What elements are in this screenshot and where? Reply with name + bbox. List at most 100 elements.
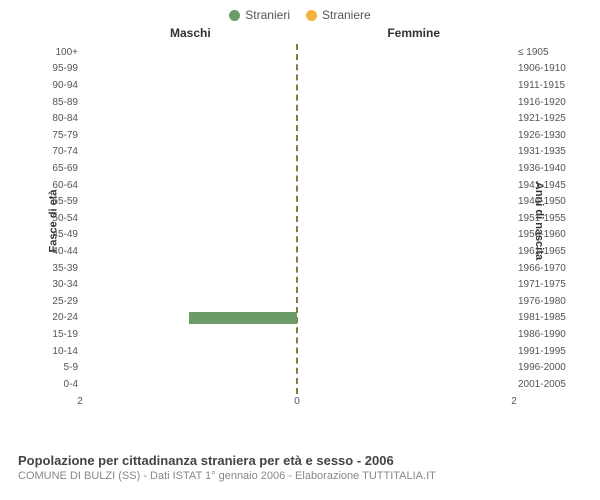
column-header-female: Femmine bbox=[387, 26, 440, 40]
legend: Stranieri Straniere bbox=[0, 0, 600, 26]
age-label: 100+ bbox=[34, 47, 78, 58]
bar-area bbox=[80, 129, 514, 141]
birth-year-label: 1936-1940 bbox=[518, 163, 578, 174]
male-bar bbox=[189, 312, 298, 324]
bar-area bbox=[80, 179, 514, 191]
chart-row: 75-791926-1930 bbox=[80, 127, 514, 144]
age-label: 0-4 bbox=[34, 379, 78, 390]
x-axis: 2 0 2 bbox=[80, 396, 514, 410]
birth-year-label: 1906-1910 bbox=[518, 63, 578, 74]
chart-row: 100+≤ 1905 bbox=[80, 44, 514, 61]
bar-area bbox=[80, 146, 514, 158]
population-pyramid-chart: Maschi Femmine Fasce di età Anni di nasc… bbox=[20, 26, 580, 416]
bar-area bbox=[80, 79, 514, 91]
birth-year-label: 1951-1955 bbox=[518, 213, 578, 224]
birth-year-label: 1996-2000 bbox=[518, 362, 578, 373]
chart-row: 60-641941-1945 bbox=[80, 177, 514, 194]
chart-row: 55-591946-1950 bbox=[80, 193, 514, 210]
birth-year-label: 1921-1925 bbox=[518, 113, 578, 124]
birth-year-label: 1946-1950 bbox=[518, 196, 578, 207]
chart-row: 25-291976-1980 bbox=[80, 293, 514, 310]
bar-area bbox=[80, 312, 514, 324]
birth-year-label: 1956-1960 bbox=[518, 229, 578, 240]
chart-row: 95-991906-1910 bbox=[80, 61, 514, 78]
birth-year-label: 1926-1930 bbox=[518, 130, 578, 141]
birth-year-label: 1981-1985 bbox=[518, 312, 578, 323]
column-header-male: Maschi bbox=[170, 26, 211, 40]
bar-area bbox=[80, 328, 514, 340]
chart-row: 35-391966-1970 bbox=[80, 260, 514, 277]
chart-row: 90-941911-1915 bbox=[80, 77, 514, 94]
age-label: 50-54 bbox=[34, 213, 78, 224]
x-tick: 2 bbox=[77, 396, 83, 407]
birth-year-label: 2001-2005 bbox=[518, 379, 578, 390]
x-tick: 2 bbox=[511, 396, 517, 407]
birth-year-label: 1916-1920 bbox=[518, 97, 578, 108]
x-tick: 0 bbox=[294, 396, 300, 407]
legend-label-male: Stranieri bbox=[245, 8, 290, 22]
bar-area bbox=[80, 378, 514, 390]
bar-area bbox=[80, 229, 514, 241]
plot-area: 100+≤ 190595-991906-191090-941911-191585… bbox=[80, 44, 514, 394]
bar-area bbox=[80, 195, 514, 207]
birth-year-label: 1961-1965 bbox=[518, 246, 578, 257]
legend-label-female: Straniere bbox=[322, 8, 371, 22]
age-label: 85-89 bbox=[34, 97, 78, 108]
chart-row: 45-491956-1960 bbox=[80, 227, 514, 244]
bar-area bbox=[80, 361, 514, 373]
birth-year-label: 1941-1945 bbox=[518, 180, 578, 191]
chart-row: 0-42001-2005 bbox=[80, 376, 514, 393]
bar-area bbox=[80, 262, 514, 274]
bar-area bbox=[80, 278, 514, 290]
chart-row: 15-191986-1990 bbox=[80, 326, 514, 343]
age-label: 45-49 bbox=[34, 229, 78, 240]
bar-area bbox=[80, 295, 514, 307]
age-label: 55-59 bbox=[34, 196, 78, 207]
birth-year-label: 1986-1990 bbox=[518, 329, 578, 340]
chart-row: 5-91996-2000 bbox=[80, 359, 514, 376]
birth-year-label: ≤ 1905 bbox=[518, 47, 578, 58]
chart-footer: Popolazione per cittadinanza straniera p… bbox=[18, 453, 582, 482]
birth-year-label: 1966-1970 bbox=[518, 263, 578, 274]
age-label: 20-24 bbox=[34, 312, 78, 323]
chart-row: 20-241981-1985 bbox=[80, 310, 514, 327]
chart-row: 80-841921-1925 bbox=[80, 110, 514, 127]
chart-row: 10-141991-1995 bbox=[80, 343, 514, 360]
age-label: 80-84 bbox=[34, 113, 78, 124]
bar-area bbox=[80, 112, 514, 124]
bar-area bbox=[80, 162, 514, 174]
legend-item-female: Straniere bbox=[306, 8, 371, 22]
chart-row: 70-741931-1935 bbox=[80, 144, 514, 161]
birth-year-label: 1911-1915 bbox=[518, 80, 578, 91]
chart-row: 40-441961-1965 bbox=[80, 243, 514, 260]
age-label: 40-44 bbox=[34, 246, 78, 257]
age-label: 25-29 bbox=[34, 296, 78, 307]
chart-subtitle: COMUNE DI BULZI (SS) - Dati ISTAT 1° gen… bbox=[18, 470, 582, 482]
legend-item-male: Stranieri bbox=[229, 8, 290, 22]
birth-year-label: 1971-1975 bbox=[518, 279, 578, 290]
chart-row: 30-341971-1975 bbox=[80, 276, 514, 293]
age-label: 30-34 bbox=[34, 279, 78, 290]
bar-area bbox=[80, 345, 514, 357]
age-label: 90-94 bbox=[34, 80, 78, 91]
bar-area bbox=[80, 245, 514, 257]
age-label: 5-9 bbox=[34, 362, 78, 373]
chart-row: 85-891916-1920 bbox=[80, 94, 514, 111]
legend-dot-male bbox=[229, 10, 240, 21]
age-label: 70-74 bbox=[34, 146, 78, 157]
age-label: 75-79 bbox=[34, 130, 78, 141]
age-label: 10-14 bbox=[34, 346, 78, 357]
bar-area bbox=[80, 96, 514, 108]
chart-row: 65-691936-1940 bbox=[80, 160, 514, 177]
birth-year-label: 1976-1980 bbox=[518, 296, 578, 307]
bar-area bbox=[80, 212, 514, 224]
legend-dot-female bbox=[306, 10, 317, 21]
chart-row: 50-541951-1955 bbox=[80, 210, 514, 227]
age-label: 65-69 bbox=[34, 163, 78, 174]
age-label: 15-19 bbox=[34, 329, 78, 340]
birth-year-label: 1991-1995 bbox=[518, 346, 578, 357]
age-label: 95-99 bbox=[34, 63, 78, 74]
age-label: 35-39 bbox=[34, 263, 78, 274]
chart-title: Popolazione per cittadinanza straniera p… bbox=[18, 453, 582, 468]
age-label: 60-64 bbox=[34, 180, 78, 191]
